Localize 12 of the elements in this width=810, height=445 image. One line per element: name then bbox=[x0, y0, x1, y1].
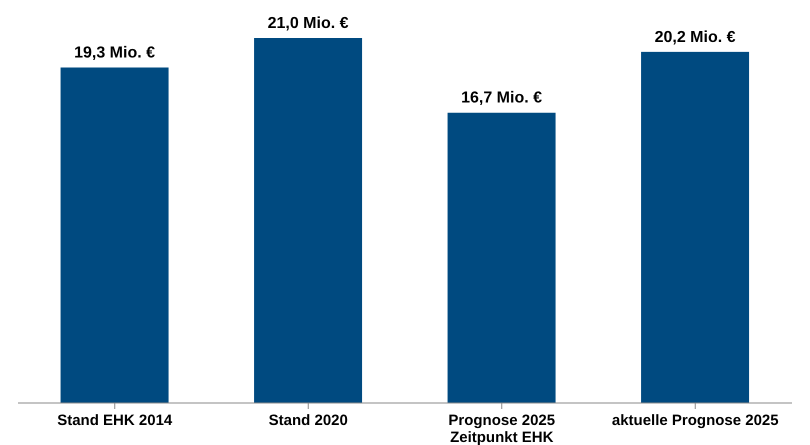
x-tick-label: Prognose 2025 Zeitpunkt EHK bbox=[448, 412, 556, 445]
bar bbox=[448, 112, 556, 403]
data-label: 16,7 Mio. € bbox=[461, 90, 542, 107]
data-label: 20,2 Mio. € bbox=[654, 28, 736, 46]
bar bbox=[641, 52, 750, 403]
data-label: 21,0 Mio. € bbox=[268, 15, 349, 32]
x-tick-label: Stand EHK 2014 bbox=[57, 412, 173, 429]
data-label: 19,3 Mio. € bbox=[74, 44, 156, 62]
bar bbox=[60, 68, 169, 403]
bar bbox=[254, 38, 362, 403]
x-tick-label: Stand 2020 bbox=[268, 412, 348, 429]
x-tick-label: aktuelle Prognose 2025 bbox=[612, 412, 779, 429]
